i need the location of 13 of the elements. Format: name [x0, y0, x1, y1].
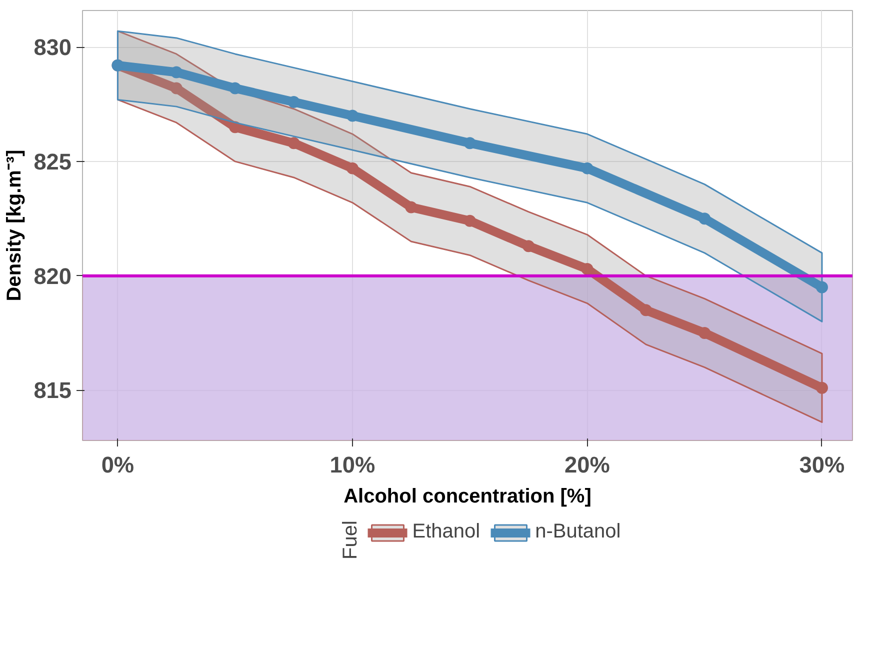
x-tick-label: 0%: [101, 452, 134, 478]
legend-label: Ethanol: [412, 520, 480, 544]
legend-title: Fuel: [339, 520, 362, 560]
x-tick-label: 20%: [564, 452, 610, 478]
x-axis-title: Alcohol concentration [%]: [344, 486, 592, 508]
x-tick-label: 30%: [799, 452, 845, 478]
y-tick-label: 820: [34, 262, 72, 289]
y-tick-label: 830: [34, 34, 72, 60]
y-tick-label: 815: [34, 377, 72, 404]
y-tick-label: 825: [34, 148, 72, 174]
x-tick-label: 10%: [330, 452, 376, 478]
y-axis-title: Density [kg.m⁻³]: [4, 150, 26, 302]
legend-label: n-Butanol: [535, 520, 621, 544]
